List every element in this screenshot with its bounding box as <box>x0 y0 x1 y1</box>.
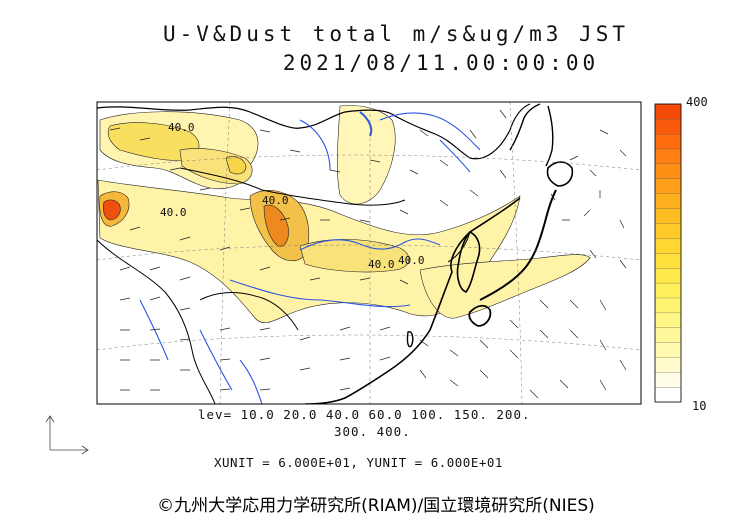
sakhalin <box>545 105 554 167</box>
map-frame <box>96 101 642 405</box>
colorbar-swatch <box>654 342 682 358</box>
taiwan <box>406 331 414 348</box>
contour-label: 40.0 <box>160 206 187 219</box>
river-yangtze <box>229 279 411 308</box>
river-yellow <box>299 238 441 251</box>
japan-kyushu <box>468 304 492 327</box>
colorbar-swatch <box>654 237 682 254</box>
river-amur <box>379 112 481 151</box>
lake-baikal <box>359 111 373 137</box>
river-west-1 <box>139 299 169 361</box>
dust-region-mongolia-small <box>225 156 247 175</box>
border-north <box>97 103 531 160</box>
colorbar-swatch <box>654 297 682 314</box>
river-north-2 <box>299 119 331 171</box>
colorbar-swatch <box>654 208 682 224</box>
colorbar-swatch <box>654 193 682 209</box>
colorbar-max-label: 400 <box>686 95 708 109</box>
dust-region-central-plume <box>299 239 410 273</box>
rivers <box>139 111 481 404</box>
contour-label: 40.0 <box>398 254 425 267</box>
colorbar-swatch <box>654 386 682 403</box>
map-datetime: 2021/08/11.00:00:00 <box>282 51 600 75</box>
colorbar-swatch <box>654 103 682 120</box>
colorbar-swatch <box>654 148 682 165</box>
reference-vector-axes <box>45 415 89 455</box>
colorbar-swatch <box>654 357 682 373</box>
river-north-1 <box>439 139 471 173</box>
map-area: 40.0 40.0 40.0 40.0 40.0 <box>97 102 641 404</box>
wind-vector-field <box>109 109 627 399</box>
colorbar-swatch <box>654 252 682 269</box>
colorbar-swatch <box>654 267 682 284</box>
colorbar-swatch <box>654 178 682 194</box>
contour-labels: 40.0 40.0 40.0 40.0 40.0 <box>160 121 425 271</box>
hokkaido <box>546 161 574 187</box>
contour-label: 40.0 <box>368 258 395 271</box>
contour-levels: lev= 10.0 20.0 40.0 60.0 100. 150. 200. <box>198 407 531 422</box>
vector-unit-note: XUNIT = 6.000E+01, YUNIT = 6.000E+01 <box>214 455 503 470</box>
colorbar-swatch <box>654 118 682 135</box>
colorbar-swatch <box>654 223 682 239</box>
contour-levels-continued: 300. 400. <box>334 424 411 439</box>
dust-region-core-center-peak <box>263 204 289 247</box>
copyright-notice: ©九州大学応用力学研究所(RIAM)/国立環境研究所(NIES) <box>157 496 595 516</box>
graticule <box>97 102 641 404</box>
contour-label: 40.0 <box>262 194 289 207</box>
river-mekong <box>239 359 263 404</box>
colorbar-swatch <box>654 327 682 343</box>
colorbar-swatch <box>654 133 682 150</box>
russia-coast <box>509 103 541 151</box>
japan-honshu <box>479 189 557 301</box>
colorbar-frame <box>654 103 682 403</box>
border-west <box>97 239 216 404</box>
map-title: U-V&Dust total m/s&ug/m3 JST <box>162 22 629 46</box>
coastlines-and-borders <box>97 103 574 404</box>
colorbar-swatch <box>654 312 682 328</box>
contour-label: 40.0 <box>168 121 195 134</box>
colorbar <box>654 103 682 403</box>
colorbar-swatch <box>654 282 682 299</box>
border-korea-china <box>447 231 471 263</box>
border-sw <box>199 292 299 331</box>
dust-region-north-band <box>336 105 396 205</box>
colorbar-min-label: 10 <box>692 399 707 413</box>
colorbar-swatch <box>654 163 682 179</box>
dust-region-core-west-peak <box>102 199 121 221</box>
river-west-2 <box>199 329 233 391</box>
colorbar-swatch <box>654 372 682 388</box>
korea-peninsula <box>456 230 481 293</box>
border-mongolia <box>179 167 406 206</box>
